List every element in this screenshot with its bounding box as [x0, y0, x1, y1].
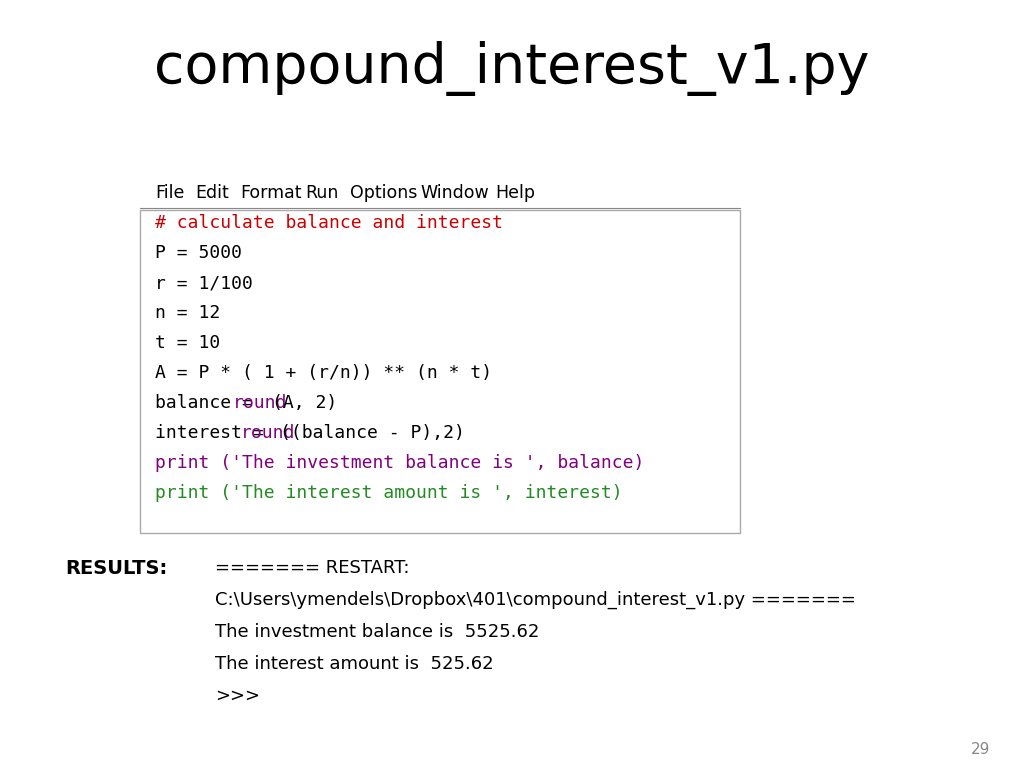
Text: Window: Window	[420, 184, 488, 202]
Text: 29: 29	[971, 743, 990, 757]
Text: compound_interest_v1.py: compound_interest_v1.py	[155, 41, 869, 95]
Text: r = 1/100: r = 1/100	[155, 274, 253, 292]
Text: round: round	[241, 424, 295, 442]
Text: Run: Run	[305, 184, 338, 202]
Text: print ('The investment balance is ', balance): print ('The investment balance is ', bal…	[155, 454, 644, 472]
Text: Options: Options	[350, 184, 418, 202]
Text: # calculate balance and interest: # calculate balance and interest	[155, 214, 503, 232]
Text: print ('The interest amount is ', interest): print ('The interest amount is ', intere…	[155, 484, 623, 502]
Text: A = P * ( 1 + (r/n)) ** (n * t): A = P * ( 1 + (r/n)) ** (n * t)	[155, 364, 493, 382]
Text: ======= RESTART:: ======= RESTART:	[215, 559, 410, 577]
Text: RESULTS:: RESULTS:	[65, 558, 167, 578]
Text: balance =: balance =	[155, 394, 264, 412]
Text: interest =: interest =	[155, 424, 274, 442]
Bar	[140, 210, 740, 533]
Text: round: round	[233, 394, 288, 412]
Text: t = 10: t = 10	[155, 334, 220, 352]
Text: C:\Users\ymendels\Dropbox\401\compound_interest_v1.py =======: C:\Users\ymendels\Dropbox\401\compound_i…	[215, 591, 856, 609]
Text: Format: Format	[240, 184, 301, 202]
Text: P = 5000: P = 5000	[155, 244, 242, 262]
Text: (A, 2): (A, 2)	[272, 394, 337, 412]
Text: ((balance - P),2): ((balance - P),2)	[280, 424, 465, 442]
Text: The interest amount is  525.62: The interest amount is 525.62	[215, 655, 494, 673]
Text: File: File	[155, 184, 184, 202]
Text: Edit: Edit	[195, 184, 228, 202]
Text: The investment balance is  5525.62: The investment balance is 5525.62	[215, 623, 540, 641]
Text: n = 12: n = 12	[155, 304, 220, 322]
Text: >>>: >>>	[215, 687, 260, 705]
Text: Help: Help	[495, 184, 535, 202]
